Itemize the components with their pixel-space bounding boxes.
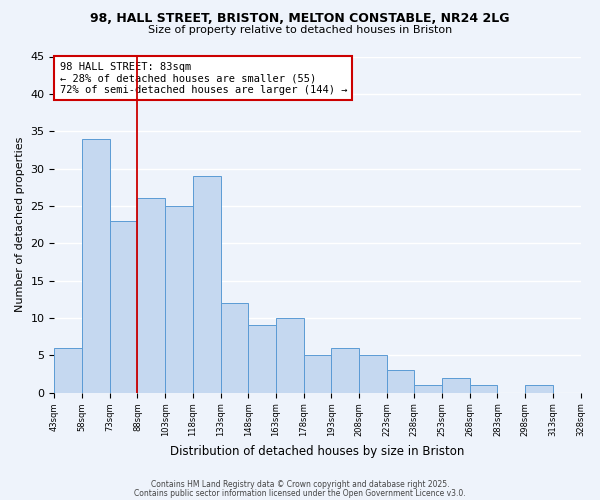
Bar [276,318,304,392]
Bar [137,198,165,392]
Text: 98, HALL STREET, BRISTON, MELTON CONSTABLE, NR24 2LG: 98, HALL STREET, BRISTON, MELTON CONSTAB… [90,12,510,26]
X-axis label: Distribution of detached houses by size in Briston: Distribution of detached houses by size … [170,444,464,458]
Bar [82,138,110,392]
Text: Contains public sector information licensed under the Open Government Licence v3: Contains public sector information licen… [134,488,466,498]
Text: Contains HM Land Registry data © Crown copyright and database right 2025.: Contains HM Land Registry data © Crown c… [151,480,449,489]
Bar [359,355,386,393]
Bar [221,303,248,392]
Bar [470,385,497,392]
Bar [193,176,221,392]
Bar [248,326,276,392]
Text: Size of property relative to detached houses in Briston: Size of property relative to detached ho… [148,25,452,35]
Bar [386,370,415,392]
Bar [442,378,470,392]
Bar [525,385,553,392]
Bar [331,348,359,393]
Bar [110,221,137,392]
Bar [165,206,193,392]
Text: 98 HALL STREET: 83sqm
← 28% of detached houses are smaller (55)
72% of semi-deta: 98 HALL STREET: 83sqm ← 28% of detached … [59,62,347,94]
Bar [55,348,82,393]
Bar [415,385,442,392]
Y-axis label: Number of detached properties: Number of detached properties [15,137,25,312]
Bar [304,355,331,393]
